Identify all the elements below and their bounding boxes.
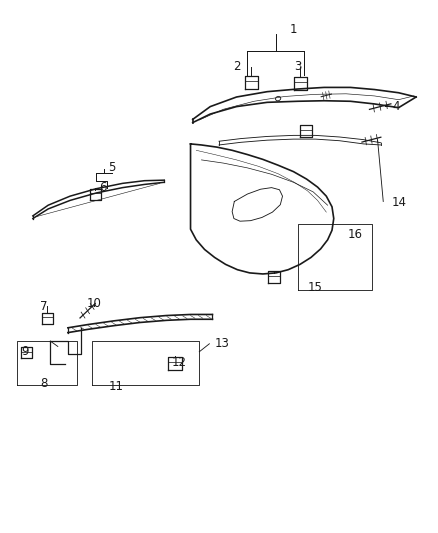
Text: 12: 12 [172, 356, 187, 369]
Text: 9: 9 [21, 345, 29, 358]
Text: 3: 3 [294, 60, 301, 73]
Text: 16: 16 [347, 228, 362, 241]
Text: 2: 2 [233, 60, 240, 73]
Text: 14: 14 [392, 196, 407, 209]
Text: 4: 4 [392, 100, 399, 113]
Text: 11: 11 [109, 380, 124, 393]
Text: 7: 7 [40, 300, 48, 313]
Text: 6: 6 [99, 181, 107, 194]
Text: 10: 10 [87, 297, 102, 310]
Text: 8: 8 [40, 377, 47, 390]
Text: 1: 1 [290, 23, 297, 36]
Text: 13: 13 [215, 337, 230, 350]
Text: 5: 5 [108, 161, 115, 174]
Text: 15: 15 [308, 281, 323, 294]
